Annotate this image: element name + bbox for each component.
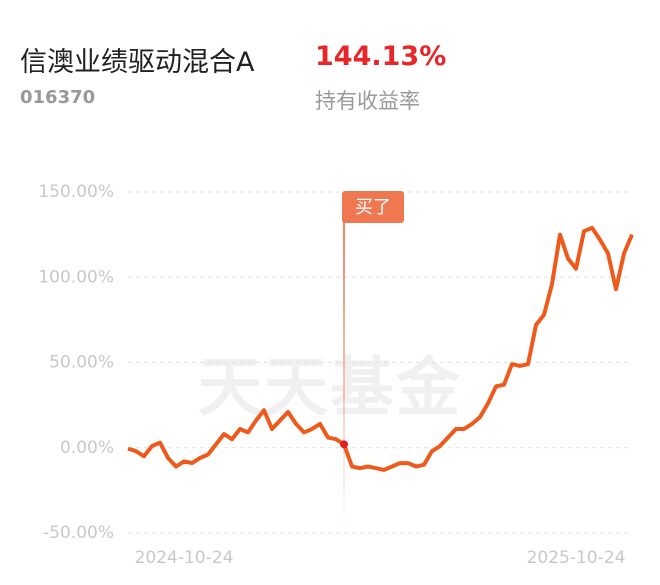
x-tick-label: 2024-10-24 [135, 548, 234, 568]
buy-point [340, 440, 348, 449]
buy-marker-line [343, 215, 345, 530]
return-value: 144.13% [315, 41, 447, 72]
y-tick-label: 150.00% [38, 182, 114, 202]
watermark: 天天基金 [198, 352, 462, 426]
fund-name: 信澳业绩驱动混合A [20, 47, 255, 78]
x-tick-label: 2025-10-24 [527, 548, 626, 568]
buy-marker-box [342, 191, 404, 223]
y-tick-label: 50.00% [49, 353, 114, 373]
return-label: 持有收益率 [315, 89, 420, 113]
y-tick-label: -50.00% [43, 523, 114, 543]
fund-code: 016370 [20, 87, 96, 108]
y-tick-label: 100.00% [38, 267, 114, 287]
buy-marker-label: 买了 [355, 197, 391, 218]
y-tick-label: 0.00% [60, 438, 114, 458]
header: 信澳业绩驱动混合A 144.13% 016370 持有收益率 [0, 0, 660, 130]
line [127, 225, 634, 472]
